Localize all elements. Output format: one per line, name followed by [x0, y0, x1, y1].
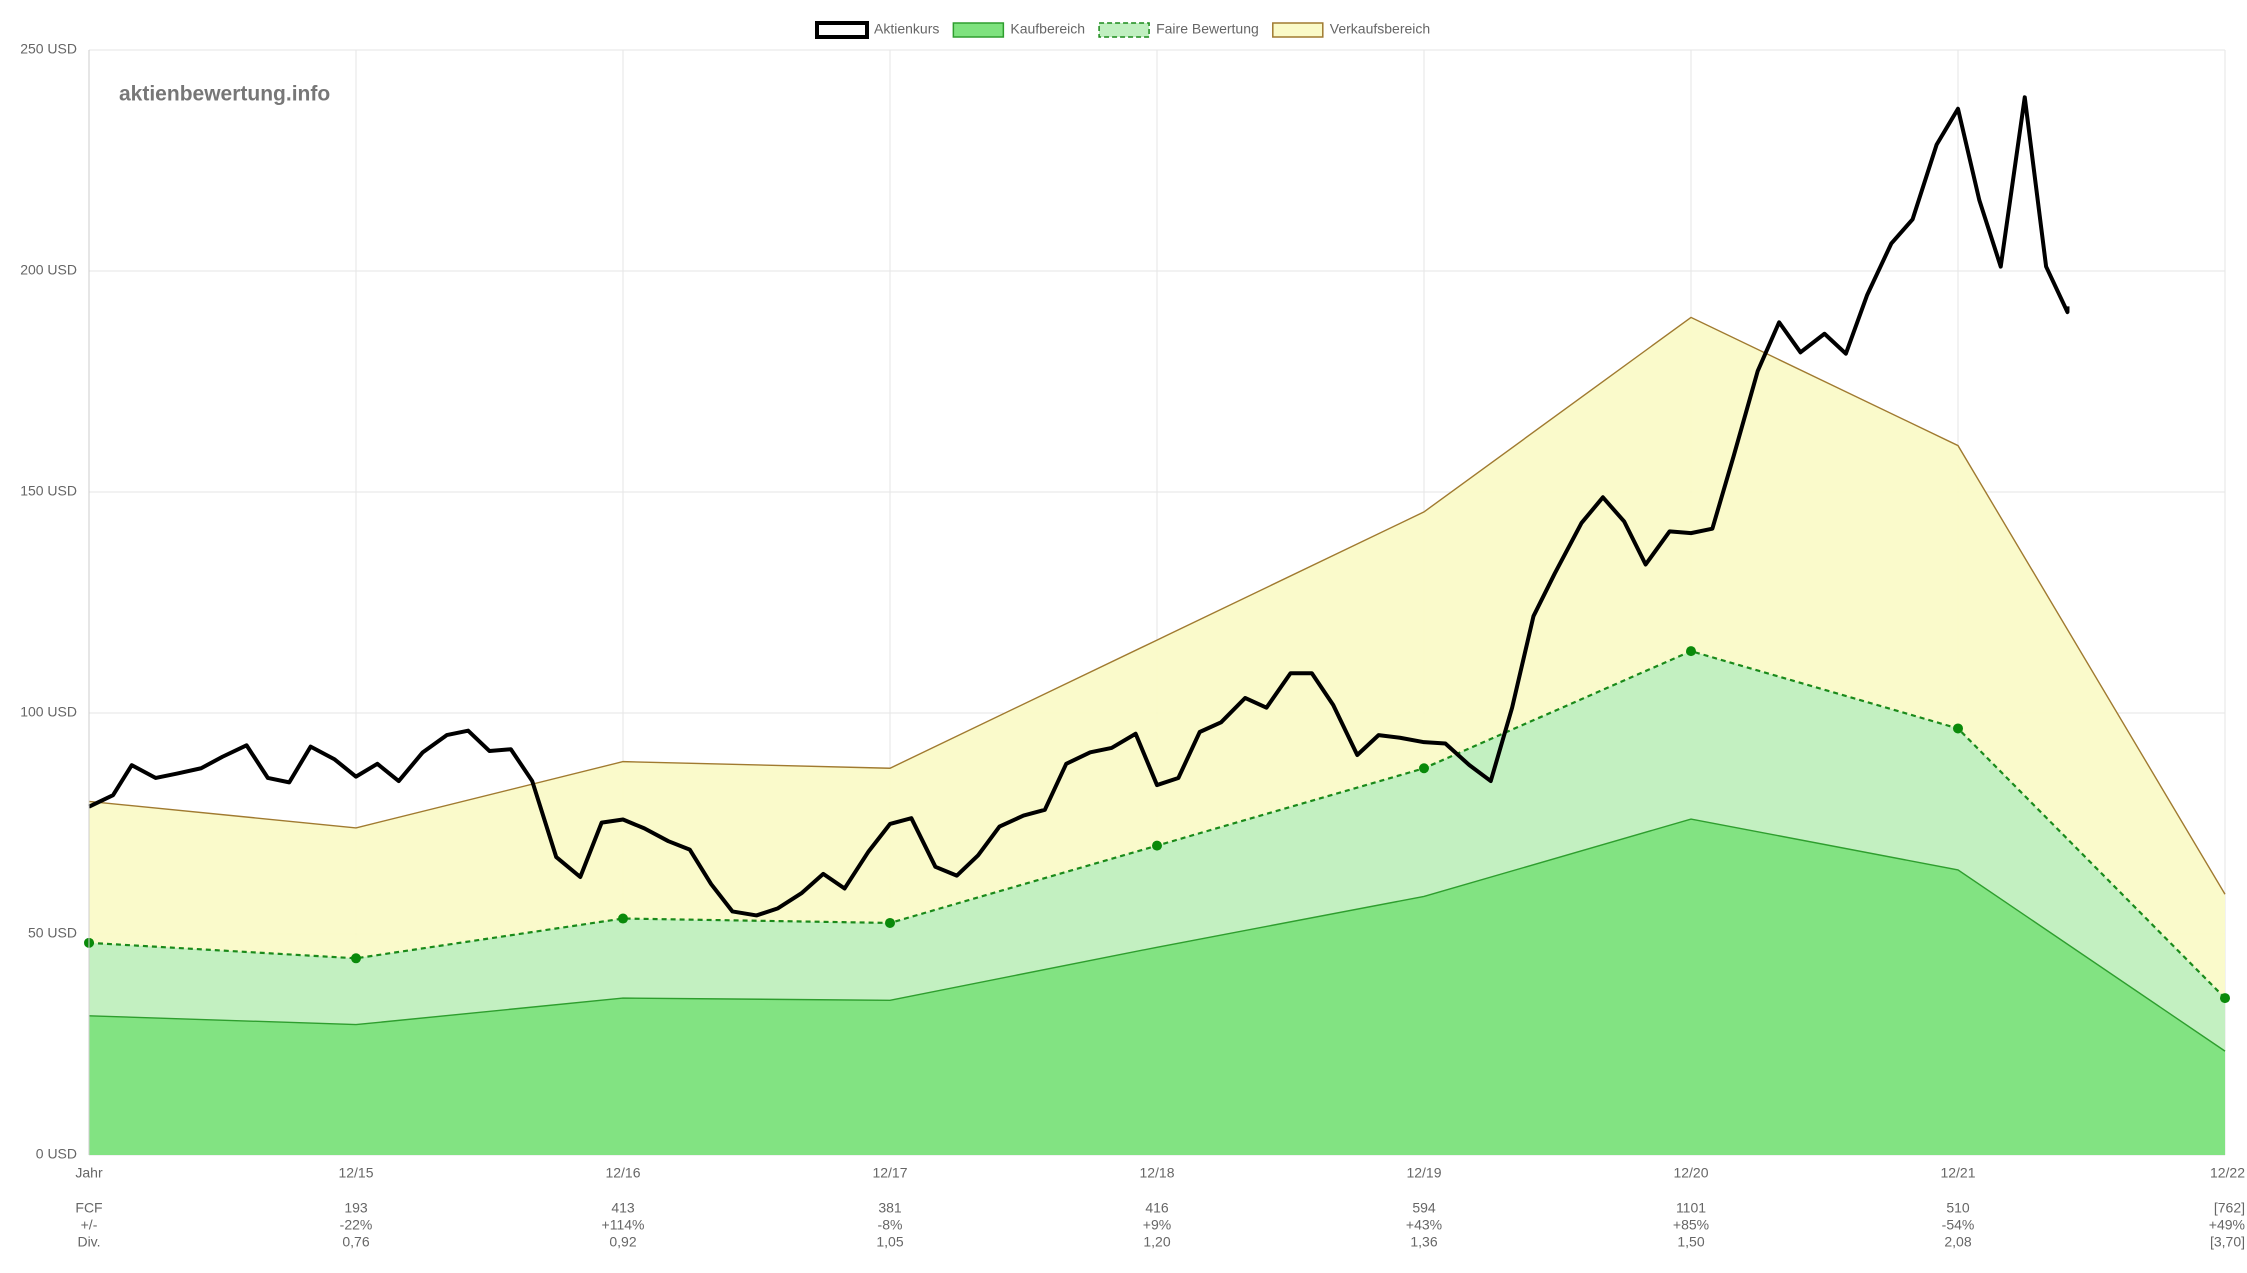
- legend-swatch: [1098, 22, 1150, 38]
- table-cell: +49%: [2209, 1217, 2245, 1233]
- legend-swatch: [952, 22, 1005, 38]
- area-line: [88, 818, 2226, 1052]
- table-cell: 1,36: [1410, 1234, 1437, 1250]
- legend-label: Aktienkurs: [874, 21, 939, 37]
- table-cell: -54%: [1942, 1217, 1975, 1233]
- x-tick-label: 12/15: [338, 1165, 373, 1181]
- legend-label: Faire Bewertung: [1156, 21, 1259, 37]
- y-tick-label: 150 USD: [20, 483, 77, 499]
- table-cell: [762]: [2214, 1200, 2245, 1216]
- y-tick-label: 200 USD: [20, 262, 77, 278]
- table-cell: 413: [611, 1200, 635, 1216]
- x-tick-label: 12/16: [605, 1165, 640, 1181]
- table-cell: +43%: [1406, 1217, 1442, 1233]
- table-cell: 0,92: [609, 1234, 636, 1250]
- table-cell: 1,20: [1143, 1234, 1170, 1250]
- y-tick-label: 100 USD: [20, 704, 77, 720]
- area-line: [88, 316, 2226, 895]
- x-tick-label: 12/21: [1940, 1165, 1975, 1181]
- table-cell: 1,50: [1677, 1234, 1704, 1250]
- area: [89, 819, 2225, 1155]
- table-row-label: FCF: [75, 1200, 102, 1216]
- y-tick-label: 50 USD: [28, 925, 77, 941]
- table-cell: +9%: [1143, 1217, 1171, 1233]
- marker: [2220, 993, 2230, 1004]
- marker: [1419, 763, 1429, 774]
- table-cell: 510: [1946, 1200, 1970, 1216]
- table-cell: 416: [1145, 1200, 1169, 1216]
- table-cell: 2,08: [1944, 1234, 1971, 1250]
- price-line: [88, 95, 2070, 918]
- legend-swatch: [1272, 22, 1324, 38]
- table-row-label: Div.: [77, 1234, 100, 1250]
- legend-swatch: [815, 21, 869, 39]
- marker: [1152, 840, 1162, 851]
- table-cell: 381: [878, 1200, 902, 1216]
- table-cell: 0,76: [342, 1234, 369, 1250]
- marker: [1953, 723, 1963, 734]
- table-cell: [3,70]: [2210, 1234, 2245, 1250]
- legend-label: Verkaufsbereich: [1330, 21, 1430, 37]
- watermark: aktienbewertung.info: [119, 83, 330, 106]
- marker: [618, 913, 628, 924]
- x-tick-label: 12/20: [1673, 1165, 1708, 1181]
- table-cell: +114%: [602, 1217, 645, 1233]
- x-tick-label: 12/17: [872, 1165, 907, 1181]
- y-tick-label: 0 USD: [36, 1146, 77, 1162]
- table-cell: 193: [344, 1200, 368, 1216]
- x-tick-label: 12/22: [2210, 1165, 2245, 1181]
- table-cell: 1,05: [876, 1234, 903, 1250]
- marker: [885, 917, 895, 928]
- table-cell: 594: [1412, 1200, 1436, 1216]
- table-row-label: +/-: [81, 1217, 98, 1233]
- y-tick-label: 250 USD: [20, 41, 77, 57]
- x-tick-label: 12/18: [1139, 1165, 1174, 1181]
- x-tick-label: Jahr: [75, 1165, 103, 1181]
- table-cell: +85%: [1673, 1217, 1709, 1233]
- marker: [1686, 646, 1696, 657]
- table-cell: -22%: [340, 1217, 373, 1233]
- marker: [351, 953, 361, 964]
- table-cell: 1101: [1676, 1200, 1706, 1216]
- table-cell: -8%: [878, 1217, 903, 1233]
- legend-label: Kaufbereich: [1010, 21, 1085, 37]
- x-tick-label: 12/19: [1406, 1165, 1441, 1181]
